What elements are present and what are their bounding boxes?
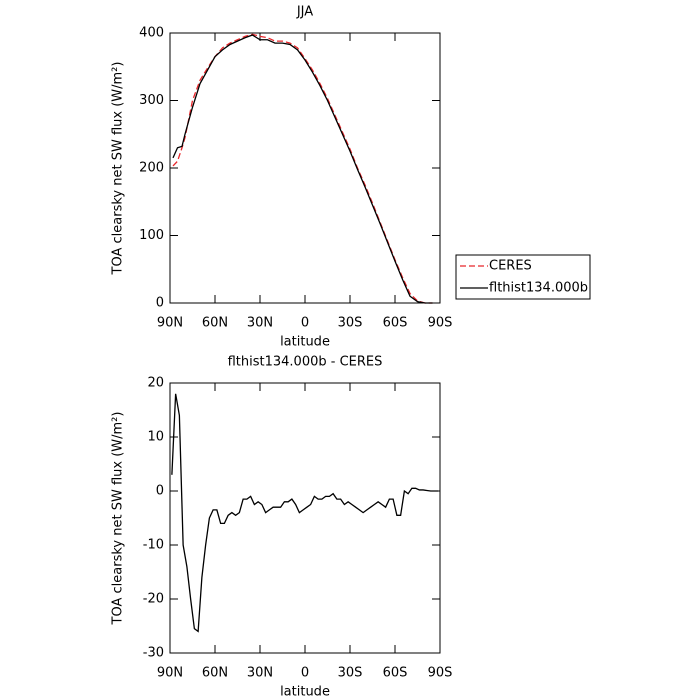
y-tick-label: 0 [156, 296, 164, 311]
y-tick-label: 400 [139, 26, 164, 41]
x-tick-label: 90S [428, 666, 453, 681]
y-tick-label: 300 [139, 93, 164, 108]
y-axis-label: TOA clearsky net SW flux (W/m²) [111, 62, 126, 276]
plot-frame [169, 382, 441, 654]
x-tick-label: 0 [301, 316, 309, 331]
x-tick-label: 60S [383, 666, 408, 681]
x-tick-label: 60N [202, 316, 228, 331]
y-tick-label: 100 [139, 228, 164, 243]
chart-title: flthist134.000b - CERES [228, 355, 383, 370]
y-tick-label: -20 [143, 592, 164, 607]
x-tick-label: 0 [301, 666, 309, 681]
y-tick-label: 20 [147, 376, 164, 391]
x-tick-label: 90N [157, 666, 183, 681]
x-axis-label: latitude [280, 685, 330, 700]
data-line [172, 33, 433, 304]
y-tick-label: 10 [147, 430, 164, 445]
y-tick-label: 200 [139, 161, 164, 176]
legend-label: CERES [489, 259, 532, 274]
data-line [171, 393, 439, 633]
y-axis-label: TOA clearsky net SW flux (W/m²) [111, 412, 126, 626]
x-tick-label: 60N [202, 666, 228, 681]
legend-box [455, 254, 591, 300]
x-tick-label: 60S [383, 316, 408, 331]
y-tick-label: -10 [143, 538, 164, 553]
y-tick-label: -30 [143, 646, 164, 661]
chart-title: JJA [296, 5, 313, 20]
x-tick-label: 30N [247, 666, 273, 681]
legend-label: flthist134.000b [489, 281, 588, 296]
data-line [172, 34, 433, 304]
x-axis-label: latitude [280, 335, 330, 350]
x-tick-label: 90N [157, 316, 183, 331]
plot-frame [169, 32, 441, 304]
x-tick-label: 30N [247, 316, 273, 331]
y-tick-label: 0 [156, 484, 164, 499]
x-tick-label: 30S [338, 316, 363, 331]
x-tick-label: 90S [428, 316, 453, 331]
x-tick-label: 30S [338, 666, 363, 681]
